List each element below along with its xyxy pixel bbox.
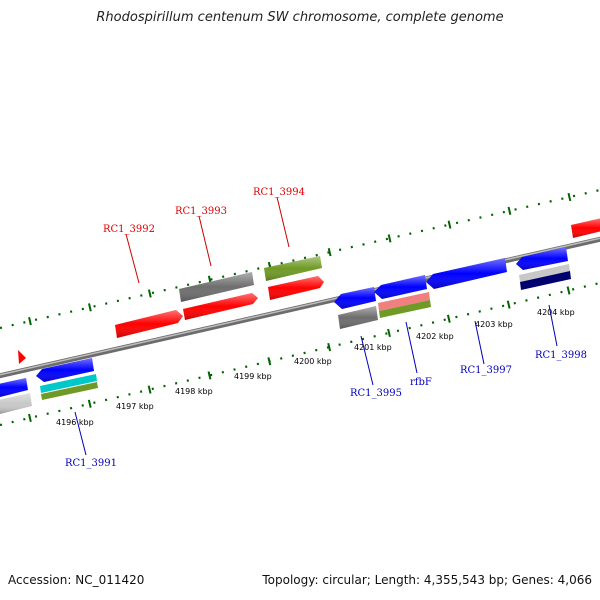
kbp-label-4197: 4197 kbp <box>116 402 154 411</box>
gene-rc1-3991[interactable] <box>36 358 98 400</box>
kbp-label-4199: 4199 kbp <box>234 372 272 381</box>
gene-rc1-3992[interactable] <box>115 310 183 338</box>
outer-major-tick-6 <box>387 234 392 243</box>
leader-rfbf <box>405 321 418 374</box>
gene-red-b[interactable] <box>183 293 258 320</box>
map-title: Rhodospirillum centenum SW chromosome, c… <box>96 10 504 25</box>
gene-label-rc1-3998[interactable]: RC1_3998 <box>535 350 587 361</box>
leader-rc1-3998 <box>548 304 558 347</box>
outer-major-tick-7 <box>447 220 452 229</box>
kbp-label-4203: 4203 kbp <box>475 320 513 329</box>
kbp-label-4202: 4202 kbp <box>416 332 454 341</box>
inner-major-tick-6 <box>387 328 391 338</box>
gene-rc1-3998[interactable] <box>516 247 571 290</box>
gene-label-rc1-3997[interactable]: RC1_3997 <box>460 365 512 376</box>
gene-gray-left-edge[interactable] <box>0 393 32 414</box>
gene-label-rc1-3993[interactable]: RC1_3993 <box>175 206 227 217</box>
inner-major-ticks <box>28 286 571 423</box>
gene-red-right-edge[interactable] <box>571 218 600 238</box>
outer-major-tick-1 <box>88 303 92 312</box>
gene-label-rc1-3995[interactable]: RC1_3995 <box>350 388 402 399</box>
leader-rc1-3993 <box>198 215 212 267</box>
gene-rc1-3995[interactable] <box>334 287 378 329</box>
inner-major-tick-3 <box>207 371 212 380</box>
gene-rc1-3994[interactable] <box>264 256 322 281</box>
inner-major-tick-2 <box>147 385 152 394</box>
outer-major-tick-0 <box>28 316 32 326</box>
outer-major-ticks <box>28 192 572 326</box>
gene-rc1-3997[interactable] <box>426 258 507 289</box>
gene-label-rfbf[interactable]: rfbF <box>410 377 432 388</box>
outer-major-tick-9 <box>567 192 572 202</box>
inner-major-tick-8 <box>506 300 511 309</box>
outer-major-tick-2 <box>147 289 152 298</box>
gene-rfbf[interactable] <box>374 275 431 318</box>
chromosome-backbone <box>0 236 600 379</box>
outer-major-tick-8 <box>507 206 512 215</box>
outer-major-tick-5 <box>327 248 332 257</box>
inner-major-tick-0 <box>28 413 32 423</box>
gene-red-left-small[interactable] <box>18 350 26 364</box>
gene-blue-left-edge[interactable] <box>0 378 28 397</box>
gene-label-rc1-3991[interactable]: RC1_3991 <box>65 458 117 469</box>
leader-rc1-3997 <box>474 320 485 365</box>
accession-text: Accession: NC_011420 <box>8 573 145 587</box>
gene-rc1-3993[interactable] <box>179 272 254 302</box>
inner-major-tick-5 <box>327 342 332 352</box>
kbp-label-4198: 4198 kbp <box>175 387 213 396</box>
gene-label-rc1-3992[interactable]: RC1_3992 <box>103 224 155 235</box>
inner-major-tick-4 <box>267 357 272 366</box>
leader-rc1-3992 <box>125 233 140 284</box>
kbp-label-4196: 4196 kbp <box>56 418 94 427</box>
leader-rc1-3994 <box>276 196 290 248</box>
kbp-label-4204: 4204 kbp <box>537 308 575 317</box>
gene-label-rc1-3994[interactable]: RC1_3994 <box>253 187 305 198</box>
gene-red-c[interactable] <box>268 276 324 300</box>
kbp-label-4201: 4201 kbp <box>354 343 392 352</box>
inner-major-tick-7 <box>446 314 451 323</box>
inner-major-tick-1 <box>87 399 92 408</box>
leader-rc1-3995 <box>360 335 374 386</box>
genome-stats-text: Topology: circular; Length: 4,355,543 bp… <box>262 573 592 587</box>
inner-major-tick-9 <box>566 286 571 295</box>
kbp-label-4200: 4200 kbp <box>294 357 332 366</box>
leader-rc1-3991 <box>74 411 87 456</box>
